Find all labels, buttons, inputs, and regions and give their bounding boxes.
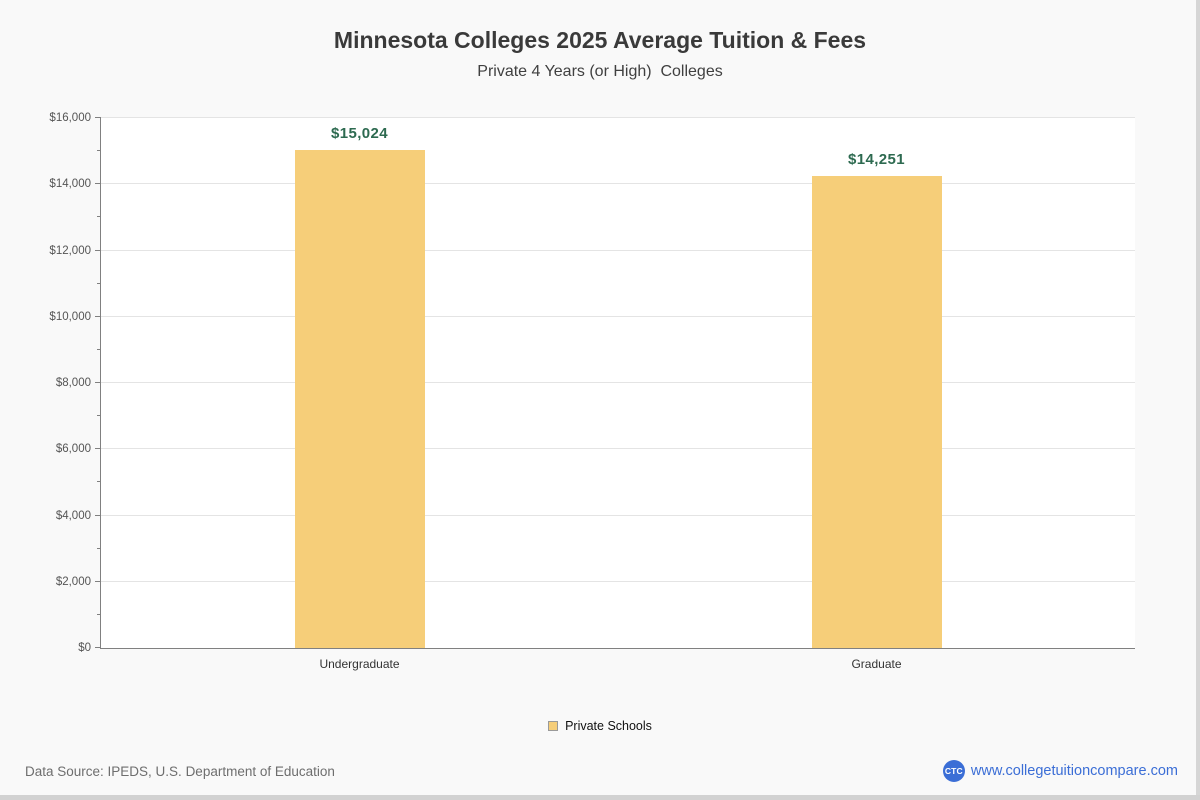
y-axis-tick-label: $8,000 (55, 377, 91, 389)
gridline (101, 315, 1135, 317)
y-axis-tick-label: $16,000 (49, 112, 91, 124)
y-axis-minor-tick (97, 481, 101, 483)
y-axis-major-tick (95, 183, 101, 185)
y-axis-major-tick (95, 580, 101, 582)
footer-data-source: Data Source: IPEDS, U.S. Department of E… (25, 764, 335, 779)
footer-site[interactable]: CTC www.collegetuitioncompare.com (942, 760, 1178, 782)
gridline (101, 117, 1135, 118)
y-axis-major-tick (95, 514, 101, 516)
gridline (101, 183, 1135, 185)
y-axis-tick-label: $10,000 (49, 310, 91, 323)
gridline (101, 249, 1135, 251)
y-axis-minor-tick (97, 150, 101, 152)
y-axis-major-tick (95, 647, 101, 648)
y-axis-major-tick (95, 382, 101, 383)
y-axis-major-tick (95, 315, 101, 317)
y-axis-minor-tick (97, 348, 101, 350)
bar-graduate (811, 175, 942, 648)
y-axis-tick-label: $0 (78, 642, 91, 654)
legend-marker-private-schools (548, 721, 559, 731)
gridline (101, 448, 1135, 450)
y-axis-tick-label: $14,000 (49, 178, 91, 191)
y-axis-minor-tick (97, 613, 101, 615)
x-axis-label-undergraduate: Undergraduate (319, 657, 400, 671)
horizontal-scrollbar[interactable] (0, 795, 1200, 800)
y-axis-minor-tick (97, 216, 101, 218)
bar-value-label: $15,024 (330, 125, 389, 143)
page-subtitle: Private 4 Years (or High) Colleges (477, 63, 723, 80)
legend: Private Schools (0, 719, 1200, 733)
y-axis-minor-tick (97, 415, 101, 417)
page-title: Minnesota Colleges 2025 Average Tuition … (333, 27, 867, 53)
y-axis-tick-label: $12,000 (49, 244, 91, 257)
site-link[interactable]: www.collegetuitioncompare.com (970, 763, 1178, 779)
plot-area: $0 $2,000 $4,000 $6,000 $8,000 $10,000 $12,000… (49, 112, 1135, 671)
y-axis-minor-tick (97, 547, 101, 549)
y-axis-tick-label: $4,000 (55, 509, 91, 522)
x-axis-label-graduate: Graduate (851, 657, 902, 671)
bar-value-label: $14,251 (847, 150, 906, 168)
y-axis-major-tick (95, 249, 101, 251)
ctc-logo-icon: CTC (942, 760, 965, 782)
legend-label: Private Schools (565, 719, 652, 733)
gridline (101, 580, 1135, 582)
gridline (101, 382, 1135, 383)
y-axis-tick-label: $6,000 (55, 443, 91, 456)
y-axis-tick-label: $2,000 (55, 575, 91, 588)
y-axis-major-tick (95, 117, 101, 118)
vertical-scrollbar[interactable] (1196, 0, 1200, 800)
y-axis-major-tick (95, 448, 101, 450)
bar-undergraduate (294, 150, 425, 648)
y-axis-minor-tick (97, 282, 101, 284)
gridline (101, 514, 1135, 516)
